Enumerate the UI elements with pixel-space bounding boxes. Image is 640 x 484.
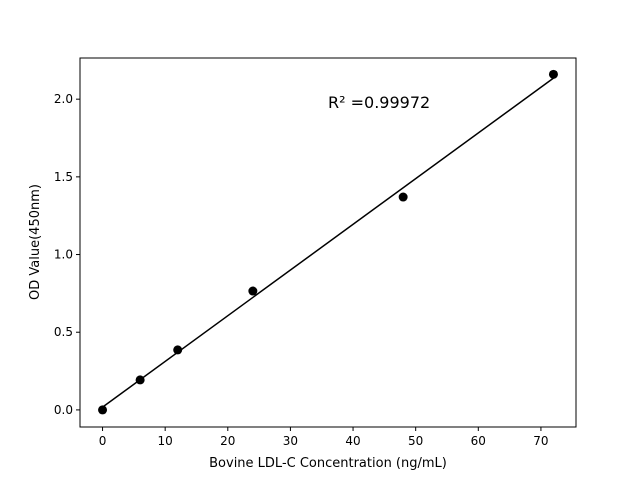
y-tick-label: 1.0 <box>54 248 73 262</box>
data-point <box>98 405 108 415</box>
x-tick-label: 60 <box>471 434 486 448</box>
y-axis-ticks: 0.0 0.5 1.0 1.5 2.0 <box>54 92 80 417</box>
data-point <box>548 69 558 79</box>
y-tick-label: 1.5 <box>54 170 73 184</box>
data-point <box>135 375 145 385</box>
y-tick-label: 0.5 <box>54 325 73 339</box>
x-tick-label: 40 <box>345 434 360 448</box>
x-tick-label: 70 <box>533 434 548 448</box>
data-point <box>248 286 258 296</box>
plot-frame <box>79 57 577 428</box>
x-tick-label: 50 <box>408 434 423 448</box>
plot-marks <box>98 69 558 415</box>
fit-line <box>102 77 554 408</box>
y-tick-label: 2.0 <box>54 92 73 106</box>
x-tick-label: 10 <box>158 434 173 448</box>
x-axis-label: Bovine LDL-C Concentration (ng/mL) <box>209 456 447 471</box>
x-axis-ticks: 0 10 20 30 40 50 60 70 <box>99 427 549 448</box>
x-tick-label: 30 <box>283 434 298 448</box>
data-point <box>173 345 183 355</box>
y-axis-label: OD Value(450nm) <box>28 184 43 300</box>
data-point <box>398 192 408 202</box>
x-tick-label: 0 <box>99 434 107 448</box>
r-squared-annotation: R² =0.99972 <box>328 93 430 112</box>
x-tick-label: 20 <box>220 434 235 448</box>
y-tick-label: 0.0 <box>54 403 73 417</box>
